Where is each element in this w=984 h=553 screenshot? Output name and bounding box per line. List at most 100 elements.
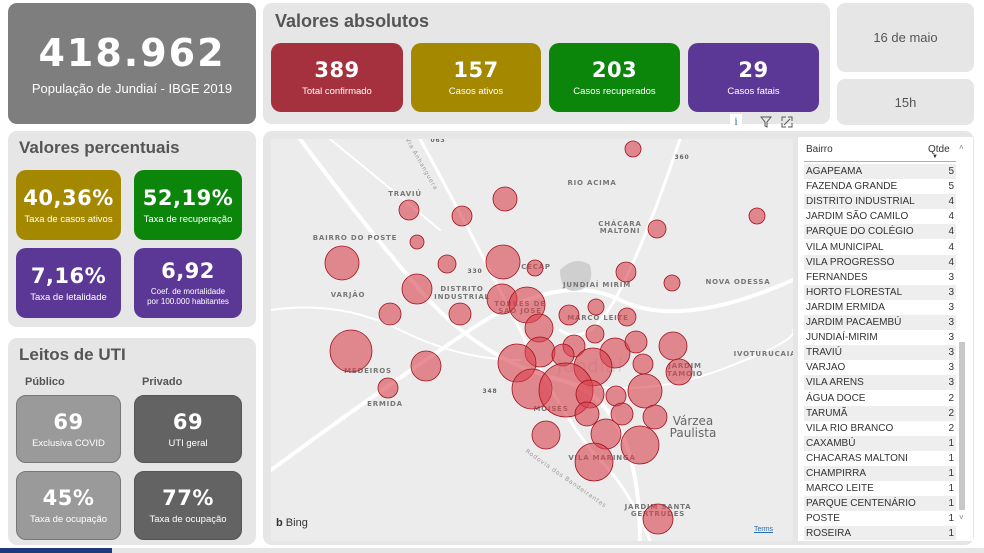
case-bubble[interactable] [329,329,373,373]
table-row[interactable]: PARQUE DO COLÉGIO 4 [804,224,956,240]
map-canvas[interactable]: TRAVIÚ BAIRRO DO POSTE VARJÃO DISTRITOINDUS… [271,139,793,541]
table-row[interactable]: FERNANDES 3 [804,270,956,285]
bairro-cell: VILA PROGRESSO [806,256,895,268]
case-bubble[interactable] [485,244,521,280]
table-row[interactable]: JARDIM PACAEMBÚ 3 [804,315,956,330]
focus-mode-icon[interactable] [781,116,793,128]
case-bubble[interactable] [642,503,674,535]
qtde-cell: 2 [948,392,954,404]
card-label: UTI geral [168,437,208,449]
table-row[interactable]: HORTO FLORESTAL 3 [804,284,956,300]
table-row[interactable]: TARUMÃ 2 [804,405,956,421]
case-bubble[interactable] [492,186,518,212]
case-bubble[interactable] [624,330,648,354]
qtde-cell: 4 [948,211,954,223]
table-row[interactable]: VARJAO 3 [804,360,956,375]
table-row[interactable]: JARDIM ERMIDA 3 [804,300,956,315]
table-row[interactable]: VILA MUNICIPAL 4 [804,240,956,255]
table-row[interactable]: JARDIM SÃO CAMILO 4 [804,209,956,224]
case-bubble[interactable] [610,402,634,426]
table-row[interactable]: JUNDIAÍ-MIRIM 3 [804,330,956,345]
info-icon[interactable]: i [730,114,742,130]
scroll-up-icon[interactable]: ˄ [959,143,964,152]
table-row[interactable]: POSTE 1 [804,511,956,526]
case-bubble[interactable] [448,302,472,326]
table-row[interactable]: FAZENDA GRANDE 5 [804,179,956,194]
case-bubble[interactable] [401,273,433,305]
table-row[interactable]: TRAVIÚ 3 [804,345,956,361]
fatal-cases-card: 29 Casos fatais [688,43,819,112]
case-bubble[interactable] [647,219,667,239]
case-bubble[interactable] [615,261,637,283]
active-cases-card: 157 Casos ativos [411,43,541,112]
population-value: 418.962 [38,31,226,75]
qtde-cell: 1 [948,452,954,464]
table-row[interactable]: PARQUE CENTENÁRIO 1 [804,496,956,512]
population-card: 418.962 População de Jundiaí - IBGE 2019 [8,3,256,124]
case-bubble[interactable] [558,304,580,326]
case-bubble[interactable] [409,234,425,250]
bottom-tab-bar [0,548,984,553]
neighborhood-table: Bairro Qtde ▼ AGAPEAMA 5 FAZENDA GRANDE 5 DI… [798,137,973,541]
table-row[interactable]: VILA PROGRESSO 4 [804,254,956,270]
table-row[interactable]: CHACARAS MALTONI 1 [804,451,956,466]
table-row[interactable]: VILA RIO BRANCO 2 [804,421,956,436]
case-bubble[interactable] [377,377,399,399]
bubble-map[interactable]: TRAVIÚ BAIRRO DO POSTE VARJÃO DISTRITO INDUS… [271,139,793,541]
bairro-cell: VILA ARENS [806,377,864,389]
case-bubble[interactable] [378,302,402,326]
case-bubble[interactable] [451,205,473,227]
map-place-label: RIO ACIMA [567,179,616,187]
table-row[interactable]: VILA ARENS 3 [804,375,956,391]
qtde-cell: 3 [948,301,954,313]
filter-icon[interactable] [760,116,772,128]
terms-link[interactable]: Terms [754,526,774,533]
case-bubble[interactable] [658,331,688,361]
icu-beds-title: Leitos de UTI [19,345,126,364]
scrollbar-thumb[interactable] [959,342,965,510]
case-bubble[interactable] [574,442,614,482]
qtde-cell: 1 [948,437,954,449]
table-row[interactable]: CHAMPIRRA 1 [804,466,956,481]
case-bubble[interactable] [410,350,442,382]
case-bubble[interactable] [624,140,642,158]
case-bubble[interactable] [437,254,457,274]
public-occupancy-card: 45% Taxa de ocupação [16,471,121,540]
page-tab-active[interactable] [0,548,112,553]
lethality-rate-card: 7,16% Taxa de letalidade [16,248,121,318]
hour-box: 15h [837,79,974,125]
case-bubble[interactable] [620,425,660,465]
qtde-cell: 1 [948,498,954,510]
bairro-cell: POSTE [806,513,840,525]
qtde-cell: 1 [948,468,954,479]
card-value: 40,36% [23,185,114,210]
column-header-bairro[interactable]: Bairro [806,144,833,155]
case-bubble[interactable] [748,207,766,225]
table-row[interactable]: ÁGUA DOCE 2 [804,391,956,406]
qtde-cell: 2 [948,407,954,419]
case-bubble[interactable] [642,404,668,430]
case-bubble[interactable] [551,343,575,367]
case-bubble[interactable] [587,298,605,316]
table-row[interactable]: MARCO LEITE 1 [804,481,956,496]
case-bubble[interactable] [531,420,561,450]
table-row[interactable]: DISTRITO INDUSTRIAL 4 [804,194,956,210]
map-place-label: CHÁCARA [598,219,641,228]
scroll-down-icon[interactable]: ˅ [959,513,964,522]
case-bubble[interactable] [632,353,654,375]
case-bubble[interactable] [665,358,693,386]
table-row[interactable]: AGAPEAMA 5 [804,164,956,179]
column-header-qtde[interactable]: Qtde [928,144,950,155]
case-bubble[interactable] [526,259,544,277]
case-bubble[interactable] [617,307,637,327]
case-bubble[interactable] [663,274,681,292]
mortality-coef-card: 6,92 Coef. de mortalidade por 100.000 habi… [134,248,242,318]
table-row[interactable]: ROSEIRA 1 [804,526,956,540]
case-bubble[interactable] [324,245,360,281]
case-bubble[interactable] [585,324,605,344]
table-row[interactable]: CAXAMBÚ 1 [804,435,956,451]
case-bubble[interactable] [398,199,420,221]
card-value: 77% [162,486,214,510]
case-bubble[interactable] [574,401,600,427]
case-bubble[interactable] [627,373,663,409]
